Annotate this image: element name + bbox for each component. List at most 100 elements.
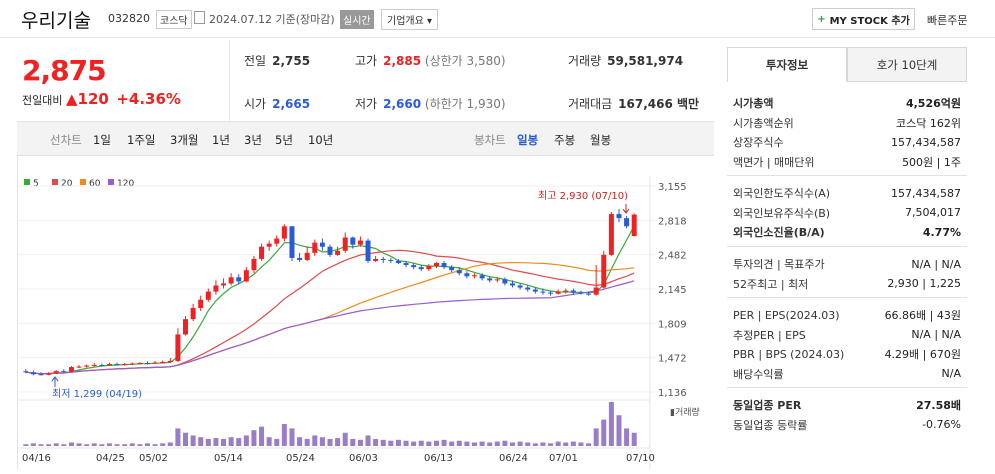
candle-body — [144, 363, 150, 365]
candle-body — [586, 293, 592, 295]
legend-label: 20 — [61, 179, 73, 189]
add-mystock-button[interactable]: + MY STOCK 추가 — [812, 8, 915, 30]
info-value: 4.29배 | 670원 — [884, 348, 961, 361]
legend-swatch — [24, 179, 30, 185]
candle-body — [365, 240, 371, 261]
info-row: PBR | BPS (2024.03) 4.29배 | 670원 — [733, 345, 961, 363]
candle-body — [228, 277, 234, 284]
candle-body — [570, 290, 576, 293]
info-value: 4,526억원 — [905, 97, 961, 110]
candle-body — [525, 287, 531, 290]
candle-body — [357, 240, 363, 245]
tab-order-book[interactable]: 호가 10단계 — [847, 47, 967, 82]
info-row: 추정PER | EPS N/A | N/A — [733, 326, 961, 344]
candle-daily[interactable]: 일봉 — [517, 133, 539, 147]
period-10y[interactable]: 10년 — [308, 133, 334, 147]
candle-monthly[interactable]: 월봉 — [590, 133, 612, 147]
period-3y[interactable]: 3년 — [244, 133, 262, 147]
volume-bar — [631, 432, 637, 446]
candle-weekly[interactable]: 주봉 — [554, 133, 576, 147]
candle-body — [84, 365, 90, 367]
volume-bar — [479, 441, 485, 446]
candle-body — [342, 237, 348, 251]
volume-bar — [380, 439, 386, 446]
volume-bar — [586, 443, 592, 446]
company-overview-dropdown[interactable]: 기업개요 ▾ — [381, 9, 439, 30]
volume-bar — [281, 424, 287, 446]
candle-body — [373, 258, 379, 261]
day-low: 저가 2,660 (하한가 1,930) — [355, 97, 506, 111]
info-row: 외국인소진율(B/A) 4.77% — [733, 223, 961, 241]
period-1y[interactable]: 1년 — [212, 133, 230, 147]
volume-bar — [464, 441, 470, 446]
info-value: 코스닥 162위 — [896, 116, 961, 130]
info-row: 시가총액순위 코스닥 162위 — [733, 114, 961, 132]
candle-body — [601, 254, 607, 288]
legend-label: 5 — [33, 179, 39, 189]
info-value: 66.86배 | 43원 — [884, 309, 961, 322]
period-3m[interactable]: 3개월 — [170, 133, 199, 147]
candle-body — [167, 360, 173, 363]
volume-bar — [449, 441, 455, 446]
candle-body — [281, 226, 287, 239]
candle-body — [243, 270, 249, 282]
candle-body — [403, 263, 409, 266]
volume-bar — [84, 444, 90, 446]
period-1w[interactable]: 1주일 — [127, 133, 156, 147]
volume-bar — [251, 430, 257, 446]
prev-close: 전일 2,755 — [244, 54, 311, 68]
volume-bar — [357, 439, 363, 446]
candle-body — [502, 279, 508, 284]
candle-body — [555, 291, 561, 294]
volume-bar — [388, 440, 394, 446]
candle-body — [395, 260, 401, 264]
volume-bar — [395, 439, 401, 446]
volume-label: ▮거래량 — [670, 406, 700, 418]
x-tick-label: 04/25 — [96, 453, 125, 464]
info-key: 시가총액순위 — [733, 116, 794, 130]
info-row: 상장주식수 157,434,587 — [733, 133, 961, 151]
x-tick-label: 06/13 — [424, 453, 453, 464]
candle-body — [183, 319, 189, 335]
info-divider — [727, 387, 967, 388]
y-tick-label: 2,482 — [658, 251, 687, 262]
legend-label: 120 — [117, 179, 134, 189]
open-price: 시가 2,665 — [244, 97, 311, 111]
candle-body — [76, 366, 82, 368]
info-key: 추정PER | EPS — [733, 328, 806, 342]
volume-bar — [319, 437, 325, 446]
candle-body — [608, 214, 614, 255]
volume-bar — [570, 441, 576, 446]
legend-swatch — [80, 179, 86, 185]
volume-bar — [365, 435, 371, 446]
candle-body — [411, 265, 417, 268]
tab-investment-info[interactable]: 투자정보 — [727, 47, 847, 82]
info-row: 배당수익률 N/A — [733, 365, 961, 383]
volume-bar — [122, 444, 128, 446]
volume-bar — [525, 442, 531, 446]
volume-bar — [411, 441, 417, 446]
volume-bar — [198, 437, 204, 446]
candle-body — [517, 285, 523, 288]
candle-body — [532, 289, 538, 292]
candle-body — [205, 291, 211, 300]
candle-body — [213, 285, 219, 292]
candle-body — [312, 242, 318, 253]
info-row: 동일업종 등락률 -0.76% — [733, 416, 961, 434]
volume-bar — [129, 443, 135, 446]
up-arrow-icon — [51, 376, 59, 387]
period-5y[interactable]: 5년 — [275, 133, 293, 147]
period-1d[interactable]: 1일 — [93, 133, 111, 147]
trade-amount: 거래대금 167,466 백만 — [568, 97, 700, 111]
quick-order-link[interactable]: 빠른주문 — [927, 14, 968, 27]
volume-bar — [274, 438, 280, 446]
stock-code: 032820 — [108, 12, 150, 25]
volume-bar — [555, 441, 561, 446]
volume-bar — [548, 443, 554, 446]
price-change: 전일대비 ▲120 +4.36% — [22, 90, 181, 108]
info-tabs: 투자정보 호가 10단계 — [727, 47, 967, 82]
volume-bar — [175, 428, 181, 446]
volume-bar — [221, 438, 227, 446]
realtime-badge[interactable]: 실시간 — [340, 10, 374, 29]
x-tick-label: 05/02 — [139, 453, 168, 464]
